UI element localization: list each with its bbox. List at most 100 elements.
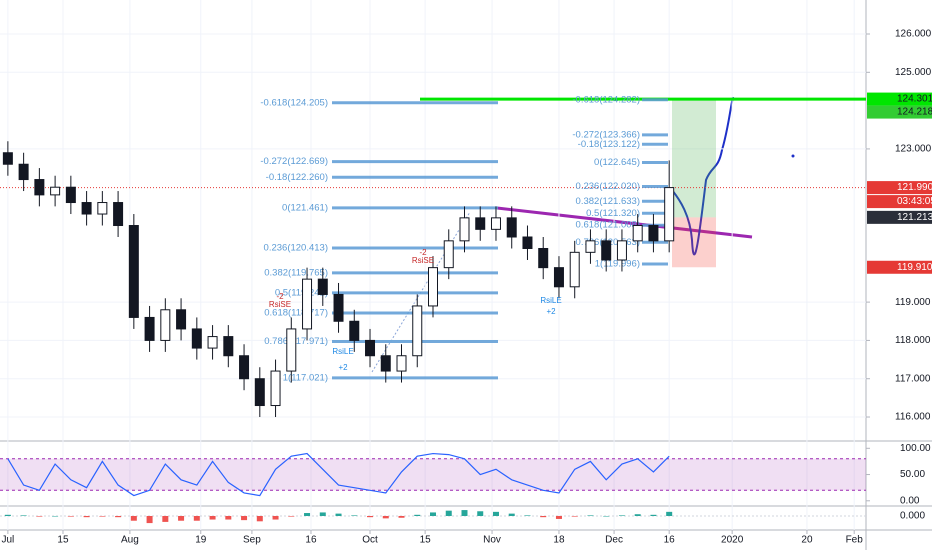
y-tick-label: 126.000 [895,29,932,40]
macd-bar [571,515,578,517]
candle-body [553,267,564,288]
candle-body [65,186,76,204]
candle-body [223,336,234,357]
candle-body [349,320,360,341]
macd-bar [241,515,248,521]
loss-zone [672,217,716,268]
candle-body [207,336,218,349]
fib-label: -0.272(122.669) [260,156,328,167]
macd-bar [430,512,436,516]
macd-bar [524,515,531,516]
macd-bar [445,510,452,516]
candle-body [333,293,344,322]
countdown-tag [867,195,932,209]
macd-bar [319,512,326,516]
oscillator-band [0,458,866,491]
x-tick-label: 20 [801,535,813,546]
signal-label: RsiLE [540,296,561,305]
x-tick-label: 16 [664,535,676,546]
candle-body [585,240,596,253]
price-tag-label: 119.910 [897,262,932,273]
price-tag [867,105,932,119]
macd-bar [130,515,137,521]
y-tick-label: 116.000 [895,412,931,423]
macd-bar [540,515,547,518]
candle-body [522,236,533,249]
candle-body [270,370,281,407]
fib-label: 0.618(121.008) [576,220,640,231]
candle-body [664,187,675,242]
macd-bar [650,514,657,516]
fib-label: 0.236(120.413) [264,243,328,254]
x-tick-label: Sep [243,535,261,546]
macd-bar [193,515,200,521]
macd-bar [162,515,169,522]
y-tick-label: 50.00 [900,469,925,480]
candle-body [396,355,407,372]
candle-body [475,217,486,230]
y-tick-label: 125.000 [895,67,932,78]
macd-bar [256,515,263,522]
macd-bar [587,515,594,516]
macd-bar [225,515,232,520]
candle-body [632,225,643,242]
price-tag-label: 124.301 [897,94,932,105]
macd-bar [367,515,374,518]
macd-bar [272,515,279,520]
price-tag [867,260,932,274]
signal-label: -2 [276,292,284,301]
candle-body [412,305,423,357]
profit-zone [672,99,716,218]
fib-label: 0.5(119.241) [275,287,328,298]
x-tick-label: Nov [483,535,501,546]
macd-bar [492,511,499,516]
candle-body [538,247,549,269]
candle-body [97,202,108,215]
macd-bar [83,515,90,518]
y-tick-label: 0.00 [900,495,920,506]
oscillator-line [7,452,670,497]
signal-label: -2 [419,248,427,257]
x-tick-label: 19 [195,535,207,546]
macd-bar [36,515,43,517]
fib-label: 0.236(122.020) [576,181,640,192]
macd-bar [382,515,389,519]
macd-bar [634,514,641,516]
trend-line [496,206,753,239]
macd-bar [115,515,122,518]
macd-bar [666,511,673,516]
x-tick-label: Oct [362,535,378,546]
signal-label: RsiLE [332,347,353,356]
x-tick-label: 18 [553,535,565,546]
fib-label: 1(119.996) [595,258,640,269]
signal-label: +2 [546,307,556,316]
x-tick-label: Aug [121,535,139,546]
candle-body [648,225,659,242]
macd-bar [603,515,610,517]
signal-label: +2 [338,363,348,372]
macd-bar [508,513,515,516]
marker [791,154,795,158]
candle-body [191,328,202,349]
candle-body [128,225,139,318]
fib-label: 0.382(121.633) [576,196,640,207]
macd-bar [4,514,11,516]
macd-bar [335,513,342,516]
fib-label: 0.618(118.717) [264,307,328,318]
candle-body [443,240,454,269]
macd-bar [146,515,153,524]
candle-body [302,278,313,330]
macd-bar [20,515,27,516]
x-tick-label: Dec [605,535,623,546]
candle-body [317,278,328,295]
fib-label: 1(117.021) [283,372,328,383]
countdown: 03:43:05 [897,196,932,207]
macd-bar [414,514,421,516]
candle-body [81,202,92,215]
y-tick-label: 100.00 [900,443,931,454]
fib-label: -0.18(123.122) [578,139,640,150]
y-tick-label: 123.000 [895,144,932,155]
y-tick-label: 119.000 [895,297,931,308]
y-tick-label: 117.000 [895,373,931,384]
